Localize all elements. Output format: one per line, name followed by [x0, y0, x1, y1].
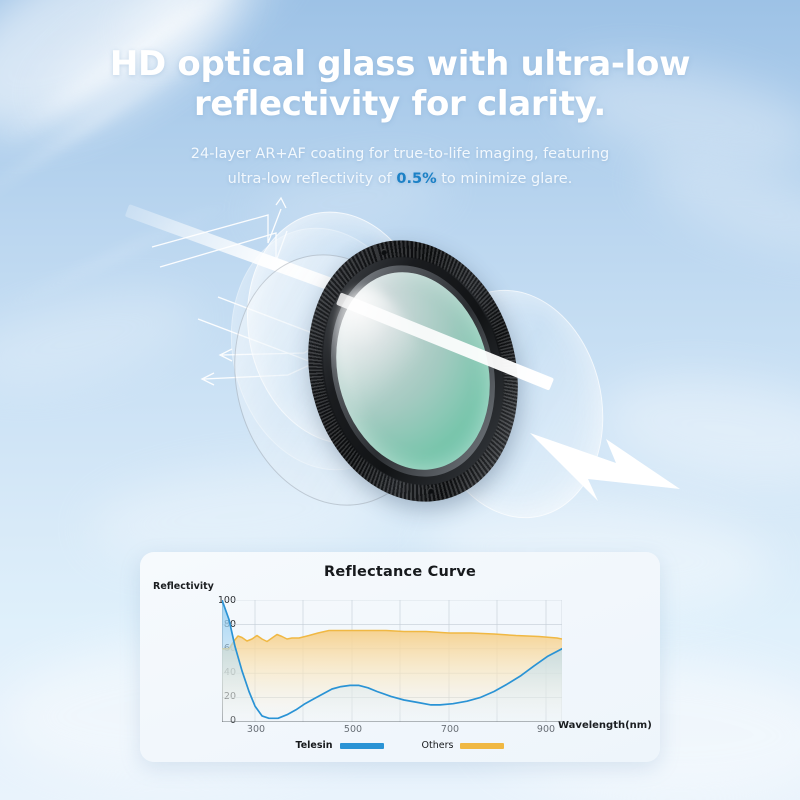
legend-item-telesin[interactable]: Telesin — [296, 740, 384, 751]
x-tick-900: 900 — [536, 724, 556, 735]
legend-item-others[interactable]: Others — [422, 740, 505, 751]
page-title: HD optical glass with ultra-low reflecti… — [0, 44, 800, 124]
x-tick-500: 500 — [343, 724, 363, 735]
chart-legend: Telesin Others — [140, 740, 660, 751]
product-illustration — [0, 185, 800, 555]
chart-y-axis-label: Reflectivity — [153, 581, 214, 592]
legend-swatch-telesin — [339, 742, 384, 749]
chart-title: Reflectance Curve — [323, 564, 477, 580]
subtitle-line-2: ultra-low reflectivity of 0.5% to minimi… — [0, 167, 800, 192]
reflectivity-highlight: 0.5% — [396, 171, 437, 187]
series-telesin-area — [222, 600, 562, 722]
headline-line-1: HD optical glass with ultra-low — [109, 44, 691, 84]
transmitted-arrow-icon — [530, 433, 680, 501]
reflectance-chart-card: Reflectance Curve Reflectivity Wavelengt… — [140, 552, 660, 762]
series-others-line — [222, 629, 562, 650]
subtitle-text-before: ultra-low reflectivity of — [227, 171, 397, 187]
legend-label-telesin: Telesin — [295, 740, 333, 751]
subtitle-text-after: to minimize glare. — [436, 171, 573, 187]
x-tick-700: 700 — [440, 724, 460, 735]
chart-x-axis-label: Wavelength(nm) — [558, 720, 652, 731]
series-telesin-line — [222, 600, 562, 720]
page-subtitle: 24-layer AR+AF coating for true-to-life … — [0, 142, 800, 192]
legend-label-others: Others — [421, 740, 454, 751]
headline-line-2: reflectivity for clarity. — [193, 84, 607, 124]
y-tick-100: 100 — [217, 595, 236, 606]
reflectance-plot — [222, 600, 562, 722]
legend-swatch-others — [460, 742, 505, 749]
subtitle-line-1: 24-layer AR+AF coating for true-to-life … — [190, 146, 610, 162]
x-tick-300: 300 — [246, 724, 266, 735]
